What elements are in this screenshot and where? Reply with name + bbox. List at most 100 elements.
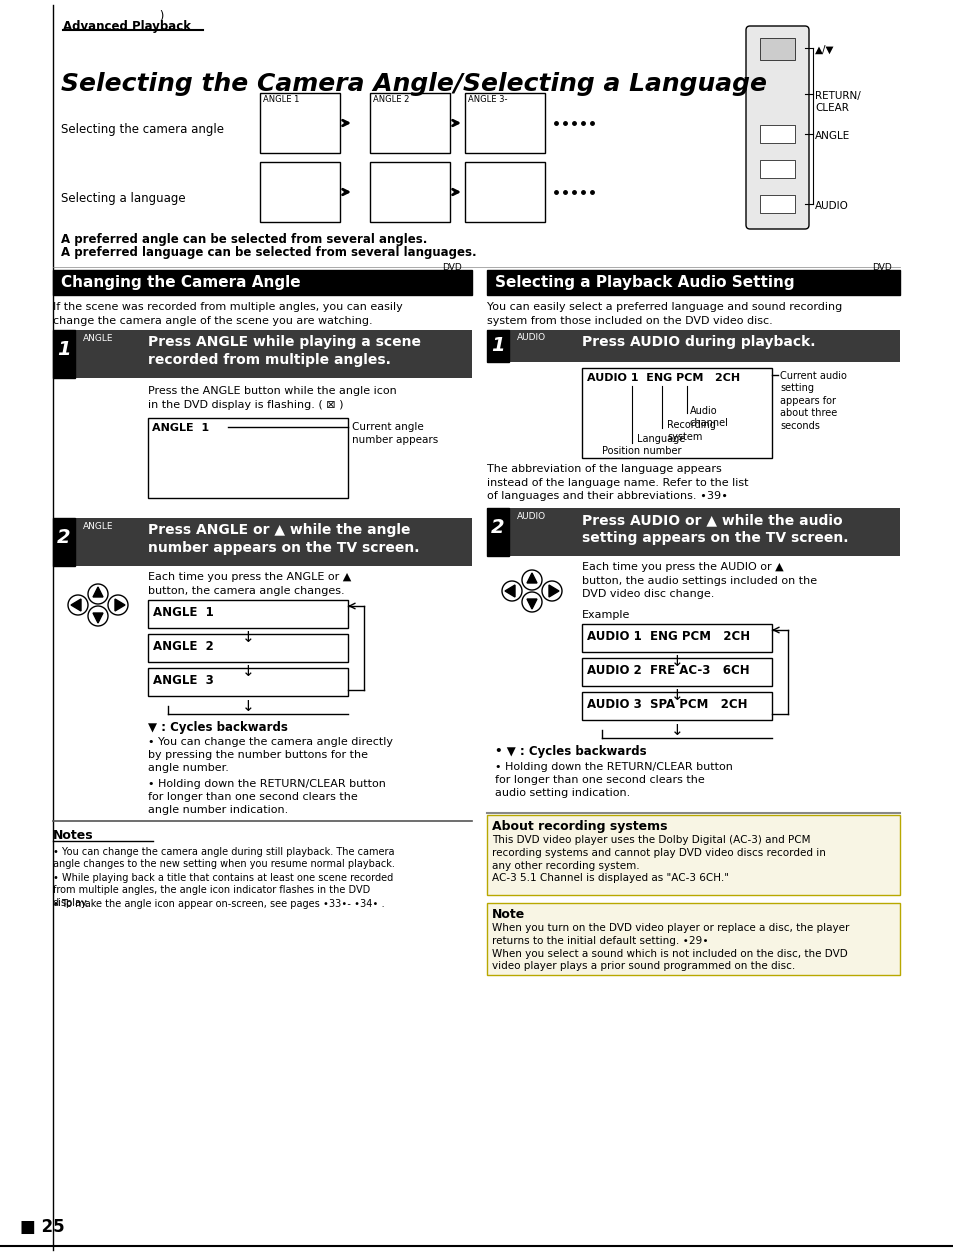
Text: Each time you press the ANGLE or ▲
button, the camera angle changes.: Each time you press the ANGLE or ▲ butto… bbox=[148, 571, 351, 595]
Text: About recording systems: About recording systems bbox=[492, 820, 667, 833]
Text: ANGLE 1: ANGLE 1 bbox=[263, 95, 299, 104]
Text: The abbreviation of the language appears
instead of the language name. Refer to : The abbreviation of the language appears… bbox=[486, 463, 748, 501]
Text: AUDIO: AUDIO bbox=[517, 512, 545, 521]
Text: ▲/▼: ▲/▼ bbox=[814, 45, 834, 55]
Text: ↓: ↓ bbox=[670, 688, 682, 703]
Bar bbox=[760, 195, 794, 214]
Text: Changing the Camera Angle: Changing the Camera Angle bbox=[61, 275, 300, 290]
Text: You can easily select a preferred language and sound recording
system from those: You can easily select a preferred langua… bbox=[486, 301, 841, 327]
Text: Language: Language bbox=[637, 435, 684, 445]
Bar bbox=[486, 903, 899, 975]
Bar bbox=[486, 507, 899, 556]
Circle shape bbox=[541, 582, 561, 602]
Bar bbox=[486, 270, 899, 295]
Text: • To make the angle icon appear on-screen, see pages ∙33∙- ∙34∙ .: • To make the angle icon appear on-scree… bbox=[53, 899, 384, 909]
Bar bbox=[581, 692, 771, 720]
Polygon shape bbox=[92, 545, 105, 555]
Text: AUDIO 2  FRE AC-3   6CH: AUDIO 2 FRE AC-3 6CH bbox=[586, 664, 749, 677]
Text: If the scene was recorded from multiple angles, you can easily
change the camera: If the scene was recorded from multiple … bbox=[53, 301, 402, 327]
Text: Press the ANGLE button while the angle icon
in the DVD display is flashing. ( ⊠ : Press the ANGLE button while the angle i… bbox=[148, 386, 396, 409]
Text: • While playing back a title that contains at least one scene recorded
from mult: • While playing back a title that contai… bbox=[53, 873, 393, 908]
Circle shape bbox=[88, 584, 108, 604]
Text: Notes: Notes bbox=[53, 829, 93, 842]
Text: ↓: ↓ bbox=[670, 723, 682, 739]
Text: ANGLE  1: ANGLE 1 bbox=[152, 605, 213, 619]
Text: Example: Example bbox=[581, 610, 630, 620]
Bar bbox=[486, 330, 899, 362]
Bar bbox=[486, 815, 899, 896]
Text: RETURN/
CLEAR: RETURN/ CLEAR bbox=[814, 90, 860, 113]
Bar bbox=[464, 162, 544, 222]
Bar bbox=[760, 160, 794, 178]
Circle shape bbox=[68, 595, 88, 615]
Polygon shape bbox=[92, 357, 105, 367]
Text: AUDIO 1  ENG PCM   2CH: AUDIO 1 ENG PCM 2CH bbox=[586, 631, 749, 643]
Text: DVD: DVD bbox=[871, 263, 891, 273]
Text: 1: 1 bbox=[491, 337, 504, 355]
Polygon shape bbox=[92, 587, 103, 597]
Text: When you turn on the DVD video player or replace a disc, the player
returns to t: When you turn on the DVD video player or… bbox=[492, 923, 848, 971]
Text: Audio
channel: Audio channel bbox=[689, 406, 728, 428]
Text: • Holding down the RETURN/CLEAR button
for longer than one second clears the
ang: • Holding down the RETURN/CLEAR button f… bbox=[148, 779, 385, 815]
Text: Selecting a language: Selecting a language bbox=[61, 192, 186, 205]
Text: ↓: ↓ bbox=[241, 700, 254, 713]
Text: Position number: Position number bbox=[601, 446, 680, 456]
Bar bbox=[370, 93, 450, 153]
Text: • You can change the camera angle directly
by pressing the number buttons for th: • You can change the camera angle direct… bbox=[148, 737, 393, 774]
Bar bbox=[148, 418, 348, 497]
Polygon shape bbox=[526, 599, 537, 609]
Text: Press ANGLE or ▲ while the angle
number appears on the TV screen.: Press ANGLE or ▲ while the angle number … bbox=[148, 522, 419, 555]
Text: ANGLE 2: ANGLE 2 bbox=[373, 95, 409, 104]
Polygon shape bbox=[526, 573, 537, 583]
Text: Each time you press the AUDIO or ▲
button, the audio settings included on the
DV: Each time you press the AUDIO or ▲ butto… bbox=[581, 561, 817, 599]
Text: Selecting the camera angle: Selecting the camera angle bbox=[61, 123, 224, 136]
Text: A preferred language can be selected from several languages.: A preferred language can be selected fro… bbox=[61, 246, 476, 259]
Text: ■ 25: ■ 25 bbox=[20, 1218, 65, 1236]
Text: Press ANGLE while playing a scene
recorded from multiple angles.: Press ANGLE while playing a scene record… bbox=[148, 335, 420, 367]
Text: DVD: DVD bbox=[441, 263, 461, 273]
Bar bbox=[53, 517, 472, 566]
Bar bbox=[486, 330, 509, 362]
Circle shape bbox=[521, 570, 541, 590]
Text: Recording
system: Recording system bbox=[666, 420, 715, 442]
Text: AUDIO 3  SPA PCM   2CH: AUDIO 3 SPA PCM 2CH bbox=[586, 698, 747, 711]
Bar bbox=[486, 507, 509, 556]
Text: ANGLE  2: ANGLE 2 bbox=[152, 641, 213, 653]
Text: ▼ : Cycles backwards: ▼ : Cycles backwards bbox=[148, 721, 288, 734]
Bar bbox=[581, 368, 771, 458]
Text: ANGLE  3: ANGLE 3 bbox=[152, 674, 213, 687]
Text: ↓: ↓ bbox=[241, 631, 254, 646]
Polygon shape bbox=[764, 40, 772, 46]
Text: Press AUDIO or ▲ while the audio
setting appears on the TV screen.: Press AUDIO or ▲ while the audio setting… bbox=[581, 512, 847, 545]
Text: AUDIO: AUDIO bbox=[517, 333, 545, 342]
Text: • You can change the camera angle during still playback. The camera
angle change: • You can change the camera angle during… bbox=[53, 847, 395, 869]
FancyBboxPatch shape bbox=[745, 26, 808, 229]
Polygon shape bbox=[92, 613, 103, 623]
Text: ANGLE: ANGLE bbox=[814, 131, 849, 141]
Bar bbox=[148, 634, 348, 662]
Text: • Holding down the RETURN/CLEAR button
for longer than one second clears the
aud: • Holding down the RETURN/CLEAR button f… bbox=[495, 762, 732, 799]
Text: AUDIO 1  ENG PCM   2CH: AUDIO 1 ENG PCM 2CH bbox=[586, 373, 740, 383]
Text: Selecting the Camera Angle/Selecting a Language: Selecting the Camera Angle/Selecting a L… bbox=[61, 72, 766, 95]
Bar bbox=[53, 330, 472, 378]
Polygon shape bbox=[764, 51, 772, 58]
Bar bbox=[148, 600, 348, 628]
Bar bbox=[581, 624, 771, 652]
Bar bbox=[581, 658, 771, 686]
Text: ↓: ↓ bbox=[241, 664, 254, 679]
Bar bbox=[53, 330, 75, 378]
Bar bbox=[260, 93, 339, 153]
Text: This DVD video player uses the Dolby Digital (AC-3) and PCM
recording systems an: This DVD video player uses the Dolby Dig… bbox=[492, 835, 825, 883]
Polygon shape bbox=[71, 599, 81, 610]
Polygon shape bbox=[548, 585, 558, 597]
Polygon shape bbox=[115, 599, 125, 610]
Text: ): ) bbox=[156, 10, 165, 23]
Bar bbox=[148, 668, 348, 696]
Circle shape bbox=[521, 592, 541, 612]
Text: ANGLE 3-: ANGLE 3- bbox=[468, 95, 507, 104]
Text: Press AUDIO during playback.: Press AUDIO during playback. bbox=[581, 335, 815, 349]
Text: ↓: ↓ bbox=[670, 654, 682, 669]
Text: ANGLE  1: ANGLE 1 bbox=[152, 423, 209, 433]
Text: ANGLE: ANGLE bbox=[83, 522, 113, 531]
Text: AUDIO: AUDIO bbox=[814, 201, 848, 211]
